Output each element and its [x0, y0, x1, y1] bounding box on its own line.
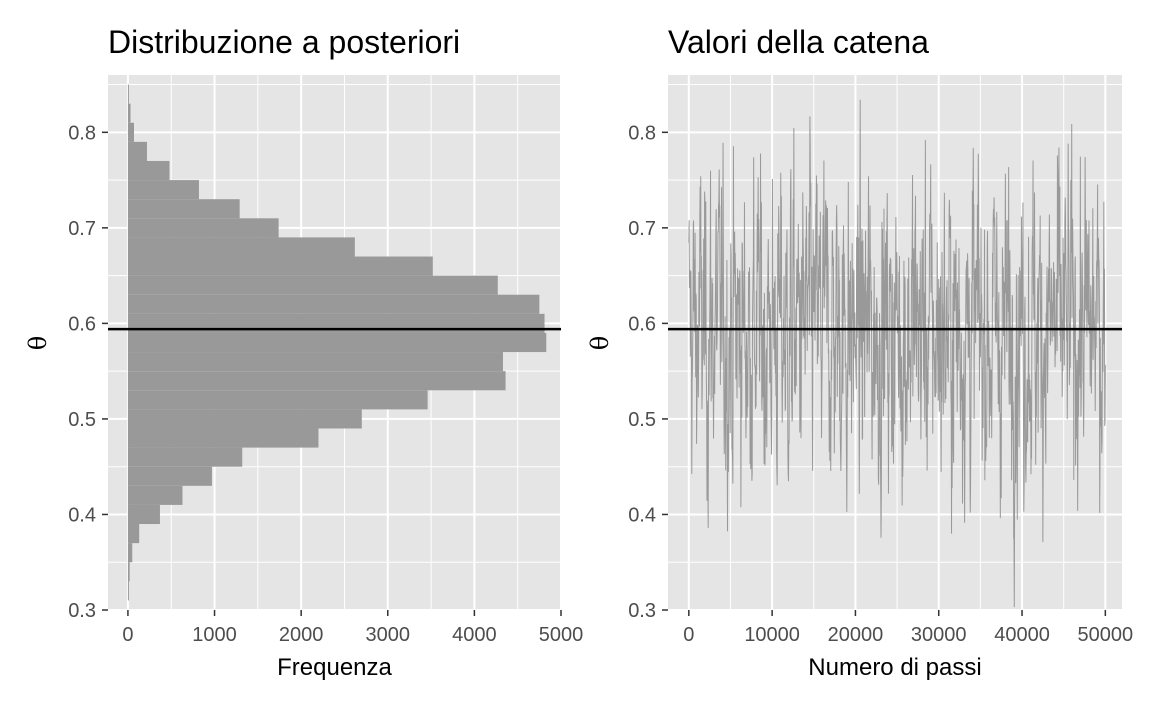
histogram-y-tick-label: 0.4 [68, 504, 96, 526]
trace-y-tick-label: 0.6 [628, 313, 656, 335]
histogram-x-tick-label: 5000 [539, 624, 584, 646]
histogram-bar [127, 294, 540, 314]
histogram-bar [127, 256, 433, 276]
trace-y-axis-label: θ [586, 336, 614, 350]
histogram-title: Distribuzione a posteriori [108, 24, 460, 60]
trace-y-tick-label: 0.3 [628, 600, 656, 622]
histogram-y-tick-label: 0.7 [68, 218, 96, 240]
histogram-bar [127, 103, 131, 123]
histogram-bar [127, 352, 503, 372]
histogram-x-tick-label: 2000 [279, 624, 324, 646]
trace-y-tick-label: 0.7 [628, 218, 656, 240]
trace-panel: 0 10000 20000 30000 40000 50000 0.3 0.4 0.5 0.6 0.… [586, 24, 1133, 681]
histogram-bar [127, 562, 130, 582]
trace-x-tick-label: 20000 [828, 624, 884, 646]
histogram-bar [127, 84, 129, 104]
histogram-bar [127, 447, 243, 467]
histogram-x-axis-label: Frequenza [277, 654, 392, 681]
histogram-bar [127, 199, 240, 219]
trace-title: Valori della catena [668, 24, 929, 60]
histogram-bar [127, 409, 362, 429]
trace-axes: 0 10000 20000 30000 40000 50000 0.3 0.4 0.5 0.6 0.… [628, 122, 1133, 646]
trace-x-tick-label: 30000 [911, 624, 967, 646]
histogram-y-axis-label: θ [24, 336, 52, 350]
histogram-bar [127, 332, 547, 353]
histogram-bar [127, 428, 319, 448]
trace-series-line [688, 99, 1106, 608]
histogram-bar [127, 160, 170, 181]
histogram-bar [127, 485, 183, 505]
histogram-bar [127, 237, 355, 257]
histogram-panel: 0 1000 2000 3000 4000 50000.30.40.50.60.70.8 … [24, 24, 583, 681]
trace-x-tick-label: 10000 [744, 624, 800, 646]
trace-x-tick-label: 50000 [1078, 624, 1134, 646]
histogram-x-tick-label: 4000 [452, 624, 497, 646]
histogram-y-tick-label: 0.8 [68, 122, 96, 144]
histogram-bar [127, 141, 147, 161]
histogram-bar [127, 390, 428, 410]
histogram-bar [127, 218, 279, 238]
histogram-bar [127, 122, 134, 142]
histogram-bar [127, 275, 498, 295]
trace-y-tick-label: 0.5 [628, 409, 656, 431]
trace-y-tick-label: 0.8 [628, 122, 656, 144]
histogram-y-tick-label: 0.5 [68, 409, 96, 431]
histogram-bar [127, 466, 212, 486]
trace-x-tick-label: 0 [683, 624, 694, 646]
histogram-bar [127, 581, 129, 601]
histogram-y-tick-label: 0.3 [68, 600, 96, 622]
histogram-x-tick-label: 1000 [192, 624, 237, 646]
histogram-bars [127, 84, 547, 601]
histogram-y-tick-label: 0.6 [68, 313, 96, 335]
histogram-bar [127, 371, 506, 391]
histogram-bar [127, 180, 199, 200]
histogram-bar [127, 504, 160, 525]
histogram-bar [127, 524, 140, 544]
histogram-x-tick-label: 0 [122, 624, 133, 646]
histogram-axes: 0 1000 2000 3000 4000 5000 0.3 0.4 0.5 0.6 0.7 0.8 [68, 122, 583, 646]
trace-x-tick-label: 40000 [994, 624, 1050, 646]
trace-y-tick-label: 0.4 [628, 504, 656, 526]
histogram-bar [127, 543, 133, 563]
trace-x-axis-label: Numero di passi [808, 654, 981, 681]
histogram-x-tick-label: 3000 [366, 624, 411, 646]
